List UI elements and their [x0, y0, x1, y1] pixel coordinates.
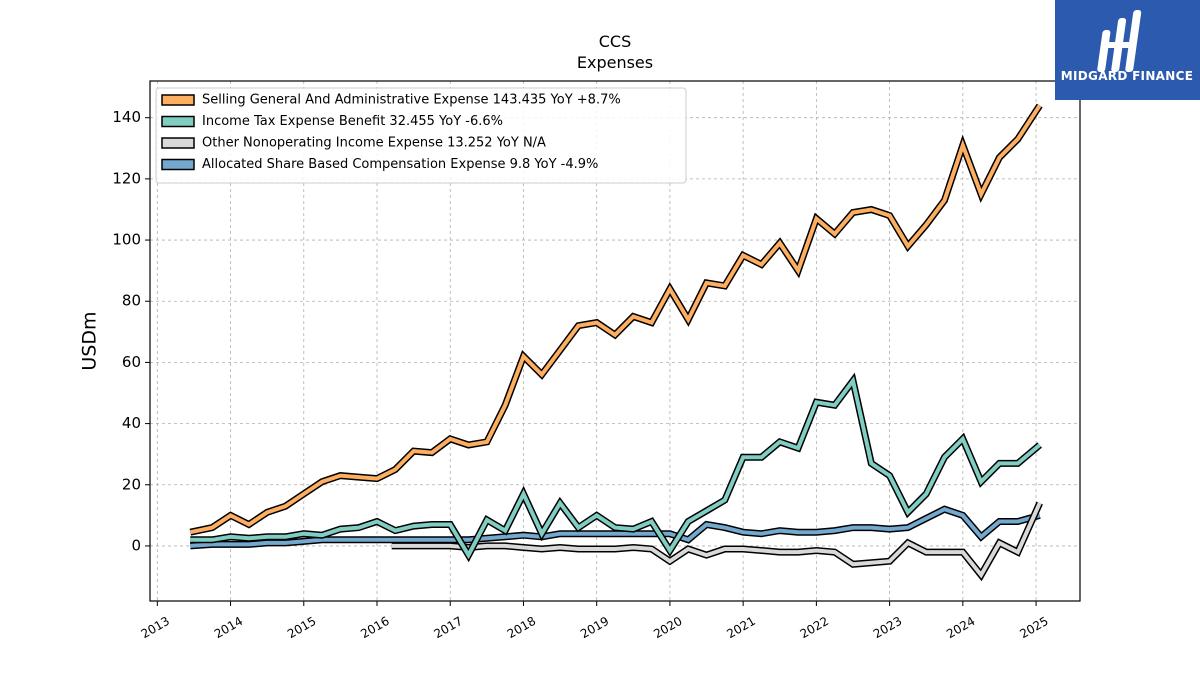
y-axis: 0 20 40 60 80 100 120 140 — [112, 108, 150, 554]
y-tick-label: 120 — [112, 169, 141, 187]
chart-title: CCS — [599, 32, 632, 51]
y-axis-label: USDm — [79, 311, 101, 370]
legend-swatch — [161, 115, 195, 128]
x-tick-label: 2023 — [871, 614, 904, 641]
x-tick-label: 2017 — [432, 614, 465, 641]
legend-label: Income Tax Expense Benefit 32.455 YoY -6… — [202, 114, 503, 129]
legend-label: Other Nonoperating Income Expense 13.252… — [202, 136, 546, 151]
series-line — [190, 376, 1041, 560]
series-lines — [189, 103, 1043, 582]
series-line — [391, 502, 1042, 579]
x-tick-label: 2022 — [798, 614, 831, 641]
series-line — [190, 507, 1041, 548]
chart-subtitle: Expenses — [577, 53, 653, 72]
x-tick-label: 2020 — [651, 614, 684, 641]
x-tick-label: 2018 — [505, 614, 538, 641]
legend-swatch — [161, 94, 195, 106]
legend-item: Allocated Share Based Compensation Expen… — [161, 157, 598, 172]
logo-text: MIDGARD FINANCE — [1061, 69, 1193, 83]
legend-box — [155, 87, 687, 184]
series-3 — [391, 501, 1043, 582]
legend: Selling General And Administrative Expen… — [155, 87, 687, 184]
y-tick-label: 140 — [112, 108, 141, 126]
x-tick-label: 2019 — [578, 614, 611, 641]
logo-mark-icon — [1097, 10, 1142, 72]
legend-item: Other Nonoperating Income Expense 13.252… — [161, 136, 546, 151]
x-tick-label: 2015 — [285, 614, 318, 641]
y-tick-label: 60 — [122, 353, 141, 371]
legend-swatch — [161, 137, 195, 149]
legend-label: Selling General And Administrative Expen… — [202, 93, 621, 108]
y-tick-label: 20 — [122, 475, 141, 493]
series-4 — [190, 505, 1041, 550]
legend-swatch — [161, 158, 195, 171]
x-tick-label: 2013 — [139, 614, 172, 641]
logo: MIDGARD FINANCE — [1055, 0, 1200, 100]
logo-background — [1055, 0, 1200, 100]
x-tick-label: 2024 — [944, 614, 977, 641]
legend-item: Selling General And Administrative Expen… — [161, 93, 621, 108]
y-tick-label: 100 — [112, 231, 141, 249]
y-tick-label: 0 — [131, 536, 141, 554]
x-tick-label: 2016 — [358, 614, 391, 641]
legend-label: Allocated Share Based Compensation Expen… — [202, 157, 598, 172]
y-tick-label: 40 — [122, 414, 141, 432]
x-tick-label: 2025 — [1017, 614, 1050, 641]
plot-frame — [149, 80, 1081, 602]
y-tick-label: 80 — [122, 292, 141, 310]
series-2 — [190, 372, 1042, 563]
legend-item: Income Tax Expense Benefit 32.455 YoY -6… — [161, 114, 503, 129]
x-tick-label: 2014 — [212, 614, 245, 641]
series-1 — [189, 103, 1043, 536]
x-tick-label: 2021 — [724, 614, 757, 641]
x-axis: 2013 2014 2015 2016 2017 2018 2019 2020 2021 2022… — [139, 601, 1051, 641]
series-line — [189, 104, 1042, 535]
